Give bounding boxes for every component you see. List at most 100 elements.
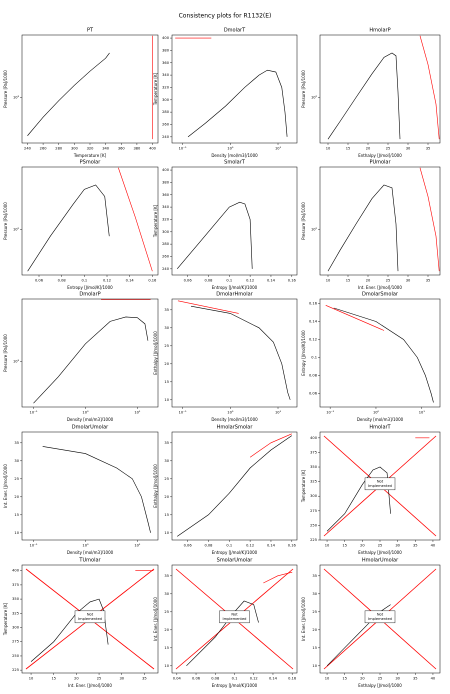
y-axis-label: Pressure [Pa]/1000: [3, 334, 8, 372]
annotation: Not: [377, 613, 384, 617]
y-tick-label: 0.14: [309, 320, 318, 324]
panel-title: SmolarT: [224, 160, 246, 166]
x-tick-label: 25: [97, 677, 102, 681]
curve: [177, 435, 292, 537]
x-tick-label: 0.16: [148, 279, 157, 283]
y-axis-label: Int. Ener. [J/mol]/1000: [301, 597, 306, 641]
x-tick-label: 0.06: [35, 279, 44, 283]
x-tick-label: 10⁻¹: [179, 147, 187, 151]
x-tick-label: 0.16: [288, 279, 297, 283]
y-tick-label: 25: [14, 477, 19, 481]
y-tick-label: 30: [164, 459, 169, 463]
x-axis-label: Enthalpy [J/mol]/1000: [358, 153, 402, 158]
x-tick-label: 0.14: [269, 677, 278, 681]
y-tick-label: 300: [12, 626, 20, 630]
x-tick-label: 15: [51, 677, 56, 681]
curve: [326, 466, 391, 532]
x-tick-label: 15: [342, 677, 347, 681]
curve: [326, 604, 391, 667]
x-tick-label: 360: [118, 147, 126, 151]
plot-area: [171, 34, 298, 144]
plot-area: [171, 166, 298, 276]
y-tick-label: 400: [162, 36, 170, 40]
panel-title: DmolarSmolar: [362, 292, 399, 298]
y-tick-label: 360: [162, 61, 170, 65]
x-tick-label: 20: [360, 544, 365, 548]
y-tick-label: 20: [164, 628, 169, 632]
x-tick-label: 35: [142, 677, 147, 681]
curve: [30, 598, 109, 662]
y-tick-label: 225: [310, 538, 317, 542]
x-tick-label: 30: [406, 147, 411, 151]
annotation-box: [364, 610, 396, 624]
y-tick-label: 280: [162, 242, 170, 246]
y-tick-label: 0.16: [309, 302, 318, 306]
y-axis-label: Temperature [K]: [153, 72, 158, 106]
x-tick-label: 280: [55, 147, 63, 151]
y-tick-label: 35: [164, 441, 169, 445]
curve: [190, 305, 291, 400]
y-axis-label: Temperature [K]: [301, 469, 306, 503]
plot-area: [319, 298, 441, 408]
x-tick-label: 25: [386, 147, 391, 151]
x-tick-label: 0.14: [267, 544, 276, 548]
y-tick-label: 20: [14, 495, 19, 499]
x-tick-label: 20: [366, 147, 371, 151]
y-tick-label: 20: [312, 628, 317, 632]
y-tick-label: 0.08: [309, 374, 318, 378]
x-tick-label: 0.04: [173, 677, 182, 681]
panel-title: PUmolar: [369, 160, 391, 166]
plot-area: [171, 431, 298, 541]
curve: [327, 184, 399, 272]
x-tick-label: 0.16: [288, 544, 297, 548]
panel-title: HmolarP: [369, 28, 390, 34]
y-tick-label: 10³: [13, 95, 20, 99]
plot-area: [319, 166, 441, 276]
y-tick-label: 30: [14, 459, 19, 463]
curve: [249, 433, 292, 458]
x-tick-label: 0.06: [192, 677, 201, 681]
y-tick-label: 10²: [13, 227, 20, 231]
panel-title: SmolarUmolar: [217, 558, 254, 564]
x-tick-label: 10⁻¹: [179, 411, 187, 415]
y-tick-label: 10: [164, 531, 169, 535]
x-axis-label: Enthalpy [J/mol]/1000: [358, 683, 402, 688]
annotation: Not: [231, 613, 238, 617]
x-tick-label: 320: [87, 147, 95, 151]
y-tick-label: 30: [312, 592, 317, 596]
x-axis-label: Density [mol/m3]/1000: [211, 417, 258, 422]
curve: [419, 167, 440, 272]
y-axis-label: Entropy [J/mol/K]/1000: [301, 330, 306, 376]
y-tick-label: 320: [162, 85, 170, 89]
x-tick-label: 10: [325, 677, 330, 681]
y-axis-label: Int. Ener. [J/mol]/1000: [153, 597, 158, 641]
x-axis-label: Entropy [J/mol/K]/1000: [212, 285, 258, 290]
y-tick-label: 225: [12, 668, 19, 672]
curve: [325, 305, 385, 331]
x-tick-label: 10¹: [275, 411, 282, 415]
x-tick-label: 10⁻¹: [326, 411, 334, 415]
y-tick-label: 320: [162, 217, 170, 221]
x-tick-label: 0.06: [184, 544, 193, 548]
plot-area: [21, 166, 159, 276]
y-tick-label: 260: [162, 254, 170, 258]
panel-title: DmolarT: [224, 28, 246, 34]
x-tick-label: 0.08: [211, 677, 220, 681]
plot-area: [21, 298, 159, 408]
panel-title: DmolarP: [79, 292, 100, 298]
y-tick-label: 350: [12, 597, 20, 601]
x-axis-label: Int. Ener. [J/mol]/1000: [68, 683, 112, 688]
curve: [186, 600, 259, 667]
y-tick-label: 35: [312, 574, 317, 578]
y-axis-label: Pressure [Pa]/1000: [301, 70, 306, 108]
curve: [42, 446, 151, 533]
y-tick-label: 250: [310, 523, 318, 527]
y-tick-label: 0.12: [309, 338, 317, 342]
y-tick-label: 300: [162, 230, 170, 234]
x-tick-label: 0.06: [184, 279, 193, 283]
x-tick-label: 0.08: [204, 279, 213, 283]
curve: [27, 52, 110, 136]
annotation: Not: [377, 480, 384, 484]
x-tick-label: 20: [360, 677, 365, 681]
